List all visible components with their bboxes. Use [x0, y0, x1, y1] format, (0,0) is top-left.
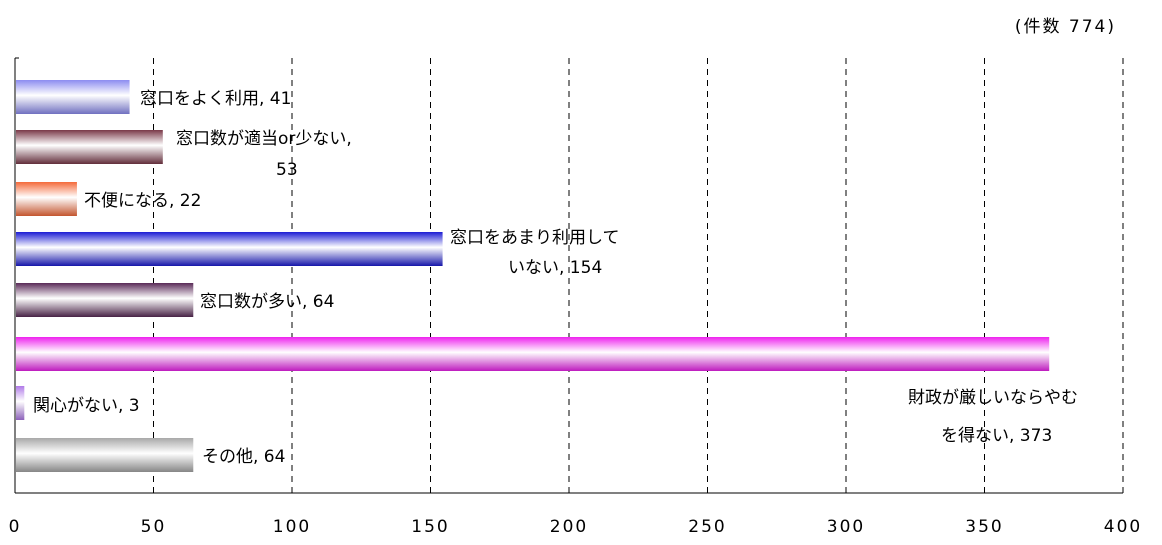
bar-1	[16, 80, 130, 114]
data-label-8-line-1: その他, 64	[202, 447, 285, 467]
sample-count-note: (件数 774)	[1014, 17, 1116, 37]
data-label-4-line-1: 窓口をあまり利用して	[450, 228, 620, 248]
x-tick-label-400: 400	[1104, 517, 1142, 537]
bar-8	[16, 438, 194, 472]
x-tick-label-250: 250	[688, 517, 726, 537]
data-label-2-line-2: 53	[276, 160, 298, 180]
x-tick-label-0: 0	[9, 517, 22, 537]
x-tick-label-150: 150	[411, 517, 449, 537]
x-tick-label-300: 300	[827, 517, 865, 537]
bar-7	[16, 386, 25, 420]
data-label-3-line-1: 不便になる, 22	[84, 191, 201, 211]
data-label-5-line-1: 窓口数が多い, 64	[200, 292, 334, 312]
bar-5	[16, 283, 194, 317]
x-tick-label-50: 50	[141, 517, 167, 537]
bar-6	[16, 337, 1050, 371]
data-label-4-line-2: いない, 154	[508, 258, 602, 278]
x-tick-label-100: 100	[273, 517, 311, 537]
bar-2	[16, 130, 163, 164]
bar-3	[16, 182, 77, 216]
data-label-2-line-1: 窓口数が適当or少ない,	[176, 129, 352, 149]
data-label-6-line-2: を得ない, 373	[941, 426, 1052, 446]
data-label-6-line-1: 財政が厳しいならやむ	[908, 388, 1078, 408]
x-tick-label-200: 200	[550, 517, 588, 537]
data-label-7-line-1: 関心がない, 3	[33, 396, 140, 416]
x-tick-label-350: 350	[965, 517, 1003, 537]
bar-4	[16, 232, 443, 266]
data-label-1-line-1: 窓口をよく利用, 41	[140, 89, 291, 109]
